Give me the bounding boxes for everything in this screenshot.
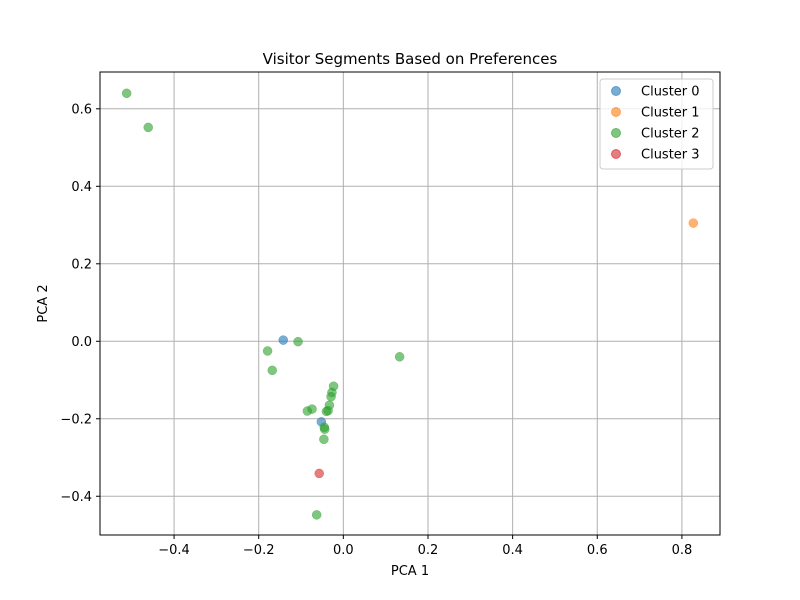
data-point xyxy=(143,122,153,133)
data-point xyxy=(394,352,405,362)
y-tick-label: 0.4 xyxy=(71,180,92,195)
y-tick-label: 0.0 xyxy=(71,335,92,350)
x-tick-label: −0.2 xyxy=(243,543,275,558)
data-point xyxy=(319,424,330,434)
data-point xyxy=(688,218,699,228)
chart-title: Visitor Segments Based on Preferences xyxy=(263,50,558,68)
data-point xyxy=(314,468,324,479)
y-tick-label: −0.4 xyxy=(60,490,92,505)
data-point xyxy=(293,336,303,347)
grid xyxy=(100,72,720,535)
y-tick-label: 0.6 xyxy=(71,102,92,117)
data-point xyxy=(278,335,288,345)
data-points xyxy=(121,88,699,520)
legend: Cluster 0 Cluster 1 Cluster 2 Cluster 3 xyxy=(599,78,714,170)
legend-marker xyxy=(611,107,621,117)
data-point xyxy=(307,404,317,414)
plot-frame xyxy=(99,71,721,536)
data-point xyxy=(267,365,277,376)
data-point xyxy=(326,391,336,402)
legend-entry-label: Cluster 3 xyxy=(641,148,700,163)
x-axis-label: PCA 1 xyxy=(391,564,429,579)
legend-entry-label: Cluster 0 xyxy=(641,85,700,100)
data-point xyxy=(121,88,132,99)
data-point xyxy=(311,510,322,520)
x-tick-label: −0.4 xyxy=(158,543,190,558)
x-tick-label: 0.0 xyxy=(333,543,354,558)
legend-marker xyxy=(611,149,621,159)
legend-entry-label: Cluster 2 xyxy=(641,127,700,142)
y-tick-label: −0.2 xyxy=(60,412,92,427)
x-tick-label: 0.8 xyxy=(672,543,693,558)
data-point xyxy=(319,434,329,445)
data-point xyxy=(321,406,332,417)
legend-box xyxy=(599,78,714,170)
y-tick-label: 0.2 xyxy=(71,257,92,272)
axis-ticks: −0.4 −0.2 0.0 0.2 0.4 0.6 0.8 −0.4 −0.2 0.0 0.2 0.4… xyxy=(60,102,692,558)
data-point xyxy=(262,346,273,356)
legend-entry-label: Cluster 1 xyxy=(641,106,700,121)
legend-marker xyxy=(611,86,621,96)
x-tick-label: 0.6 xyxy=(587,543,608,558)
y-axis-label: PCA 2 xyxy=(36,284,51,322)
x-tick-label: 0.4 xyxy=(502,543,523,558)
x-tick-label: 0.2 xyxy=(418,543,439,558)
legend-marker xyxy=(611,128,621,138)
